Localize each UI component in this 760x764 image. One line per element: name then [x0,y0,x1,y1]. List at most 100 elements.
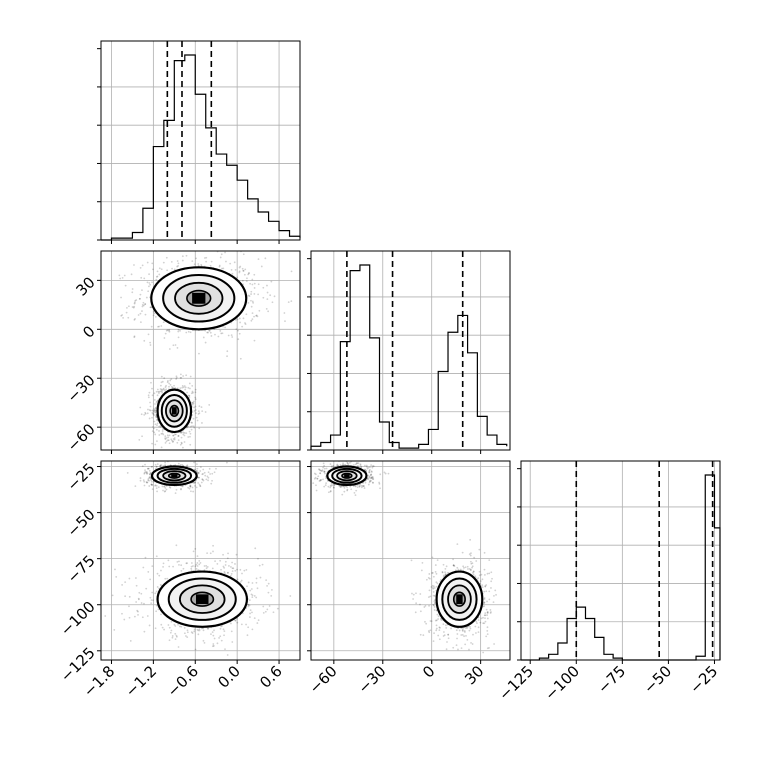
sample-point [171,261,173,263]
sample-point [475,621,477,623]
sample-point [171,440,173,442]
sample-point [317,475,319,477]
sample-point [219,635,221,637]
sample-point [153,392,155,394]
sample-point [131,291,133,293]
sample-point [324,468,326,470]
sample-point [488,591,490,593]
sample-point [146,473,148,475]
sample-point [197,263,199,265]
sample-point [214,560,216,562]
sample-point [167,436,169,438]
sample-point [180,373,182,375]
sample-point [182,434,184,436]
sample-point [194,629,196,631]
sample-point [431,620,433,622]
sample-point [471,567,473,569]
sample-point [344,464,346,466]
sample-point [224,648,226,650]
sample-point [257,587,259,589]
sample-point [254,595,256,597]
sample-point [207,479,209,481]
sample-point [182,260,184,262]
sample-point [180,626,182,628]
sample-point [486,609,488,611]
sample-point [187,487,189,489]
sample-point [164,578,166,580]
sample-point [189,436,191,438]
sample-point [141,413,143,415]
sample-point [201,410,203,412]
sample-point [178,329,180,331]
sample-point [289,595,291,597]
sample-point [210,552,212,554]
sample-point [493,643,495,645]
sample-point [149,418,151,420]
sample-point [446,641,448,643]
sample-point [194,548,196,550]
sample-point [247,634,249,636]
sample-point [147,571,149,573]
sample-point [483,591,485,593]
sample-point [462,629,464,631]
sample-point [156,466,158,468]
sample-point [237,338,239,340]
sample-point [438,629,440,631]
sample-point [252,301,254,303]
sample-point [205,261,207,263]
sample-point [379,487,381,489]
sample-point [177,624,179,626]
sample-point [486,601,488,603]
sample-point [224,327,226,329]
sample-point [495,594,497,596]
sample-point [197,420,199,422]
sample-point [262,564,264,566]
sample-point [169,486,171,488]
sample-point [422,562,424,564]
sample-point [157,422,159,424]
sample-point [143,340,145,342]
sample-point [236,554,238,556]
sample-point [442,623,444,625]
sample-point [126,307,128,309]
sample-point [255,597,257,599]
sample-point [160,584,162,586]
sample-point [239,333,241,335]
sample-point [164,464,166,466]
sample-point [433,595,435,597]
sample-point [207,628,209,630]
sample-point [478,626,480,628]
sample-point [157,586,159,588]
joint-p2_p3 [300,458,497,653]
density-peak [172,407,177,414]
sample-point [484,612,486,614]
sample-point [324,471,326,473]
sample-point [178,263,180,265]
sample-point [191,429,193,431]
sample-point [253,274,255,276]
sample-point [356,462,358,464]
sample-point [230,623,232,625]
sample-point [201,473,203,475]
sample-point [425,623,427,625]
sample-point [141,602,143,604]
sample-point [247,604,249,606]
sample-point [144,485,146,487]
sample-point [346,486,348,488]
sample-point [164,490,166,492]
sample-point [357,486,359,488]
sample-point [196,562,198,564]
sample-point [346,489,348,491]
sample-point [266,308,268,310]
sample-point [152,413,154,415]
sample-point [129,596,131,598]
sample-point [142,264,144,266]
sample-point [182,486,184,488]
sample-point [191,385,193,387]
sample-point [420,610,422,612]
sample-point [193,457,195,459]
sample-point [241,326,243,328]
sample-point [160,325,162,327]
sample-point [145,588,147,590]
sample-point [153,421,155,423]
